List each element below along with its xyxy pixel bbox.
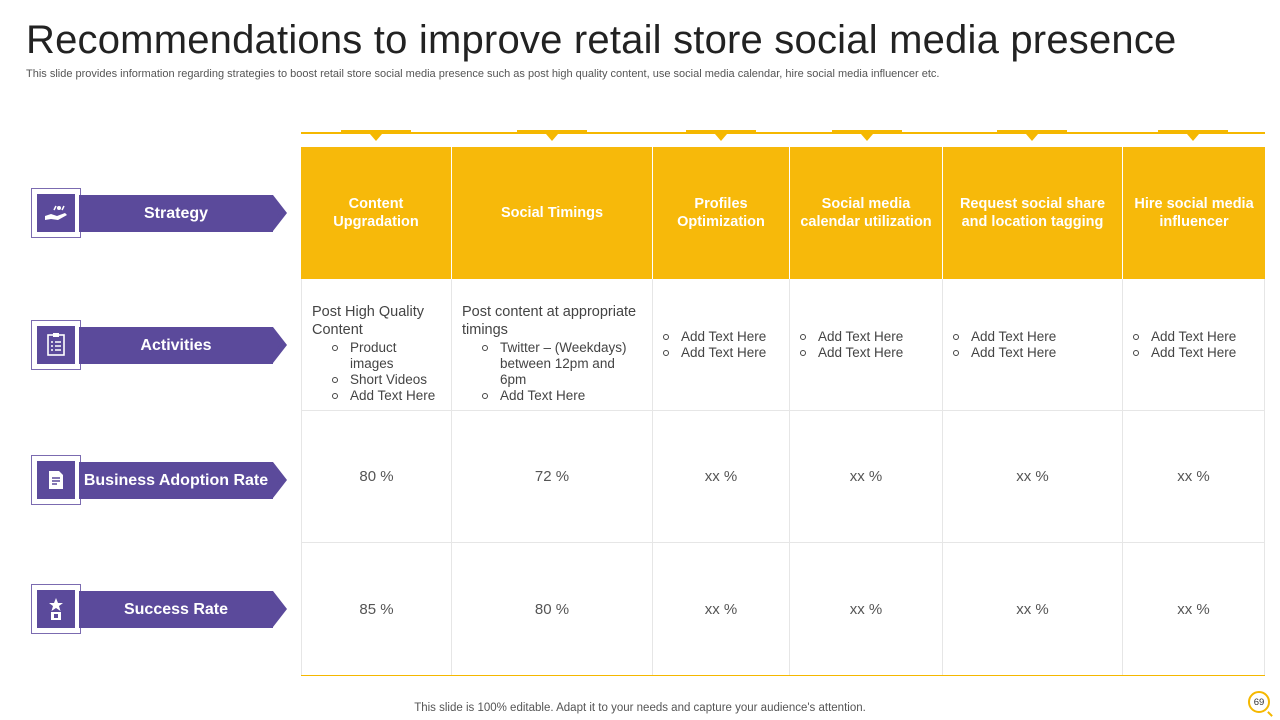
activity-item: Add Text Here xyxy=(482,388,644,404)
column-header-social-timings: Social Timings xyxy=(452,147,653,279)
activity-item: Add Text Here xyxy=(663,329,766,345)
row-label-activities: Activities › xyxy=(31,320,291,372)
icon-frame xyxy=(31,320,81,370)
activities-cell: Add Text Here Add Text Here xyxy=(653,279,790,411)
success-rate-cell: 80 % xyxy=(452,543,653,675)
row-label-text: Strategy xyxy=(79,195,273,232)
icon-frame xyxy=(31,455,81,505)
activities-cell: Post High Quality Content Product images… xyxy=(301,279,452,411)
adoption-rate-cell: 72 % xyxy=(452,411,653,543)
arrow-tip xyxy=(273,462,287,498)
slide-title: Recommendations to improve retail store … xyxy=(26,18,1177,62)
row-label-business-adoption-rate: Business Adoption Rate › xyxy=(31,455,291,507)
header-notch xyxy=(686,130,756,141)
adoption-rate-cell: xx % xyxy=(790,411,943,543)
row-label-success-rate: Success Rate › xyxy=(31,584,291,636)
activity-item: Add Text Here xyxy=(800,345,903,361)
chevron-right-icon: › xyxy=(276,469,283,491)
document-icon xyxy=(37,461,75,499)
header-notch xyxy=(517,130,587,141)
arrow-tip xyxy=(273,195,287,231)
top-rule xyxy=(301,132,1265,134)
activity-item: Add Text Here xyxy=(800,329,903,345)
trophy-icon xyxy=(37,590,75,628)
arrow-tip xyxy=(273,327,287,363)
activities-cell: Post content at appropriate timings Twit… xyxy=(452,279,653,411)
activity-item: Add Text Here xyxy=(1133,345,1236,361)
activity-item: Add Text Here xyxy=(663,345,766,361)
header-notch xyxy=(1158,130,1228,141)
checklist-icon xyxy=(37,326,75,364)
icon-frame xyxy=(31,584,81,634)
column-header-calendar-utilization: Social media calendar utilization xyxy=(790,147,943,279)
success-rate-cell: 85 % xyxy=(301,543,452,675)
row-label-strategy: Strategy › xyxy=(31,188,291,240)
activity-item: Add Text Here xyxy=(953,329,1056,345)
bottom-rule xyxy=(301,675,1265,676)
adoption-rate-cell: xx % xyxy=(653,411,790,543)
activities-cell: Add Text Here Add Text Here xyxy=(943,279,1123,411)
activities-cell: Add Text Here Add Text Here xyxy=(790,279,943,411)
activities-cell: Add Text Here Add Text Here xyxy=(1123,279,1265,411)
success-rate-cell: xx % xyxy=(790,543,943,675)
page-number: 69 xyxy=(1248,691,1270,713)
adoption-rate-cell: 80 % xyxy=(301,411,452,543)
header-notch xyxy=(832,130,902,141)
success-rate-cell: xx % xyxy=(1123,543,1265,675)
success-rate-cell: xx % xyxy=(653,543,790,675)
icon-frame xyxy=(31,188,81,238)
column-header-influencer: Hire social media influencer xyxy=(1123,147,1265,279)
activity-item: Add Text Here xyxy=(1133,329,1236,345)
activity-lead: Post content at appropriate timings xyxy=(462,304,637,338)
adoption-rate-cell: xx % xyxy=(943,411,1123,543)
header-notch xyxy=(341,130,411,141)
column-header-profiles-optimization: Profiles Optimization xyxy=(653,147,790,279)
recommendations-table: Content Upgradation Social Timings Profi… xyxy=(301,147,1265,675)
success-rate-cell: xx % xyxy=(943,543,1123,675)
chevron-right-icon: › xyxy=(276,598,283,620)
activity-lead: Post High Quality Content xyxy=(312,304,425,338)
handshake-icon xyxy=(37,194,75,232)
activity-item: Add Text Here xyxy=(953,345,1056,361)
row-label-text: Activities xyxy=(79,327,273,364)
row-label-text: Success Rate xyxy=(79,591,273,628)
arrow-tip xyxy=(273,591,287,627)
row-label-text: Business Adoption Rate xyxy=(79,462,273,499)
adoption-rate-cell: xx % xyxy=(1123,411,1265,543)
activity-item: Short Videos xyxy=(332,372,443,388)
column-header-social-share: Request social share and location taggin… xyxy=(943,147,1123,279)
header-notch xyxy=(997,130,1067,141)
column-header-content-upgradation: Content Upgradation xyxy=(301,147,452,279)
slide-subtitle: This slide provides information regardin… xyxy=(26,68,940,80)
chevron-right-icon: › xyxy=(276,202,283,224)
activity-item: Twitter – (Weekdays) between 12pm and 6p… xyxy=(482,340,644,388)
activity-item: Add Text Here xyxy=(332,388,443,404)
chevron-right-icon: › xyxy=(276,334,283,356)
footer-note: This slide is 100% editable. Adapt it to… xyxy=(414,702,866,714)
activity-item: Product images xyxy=(332,340,443,372)
